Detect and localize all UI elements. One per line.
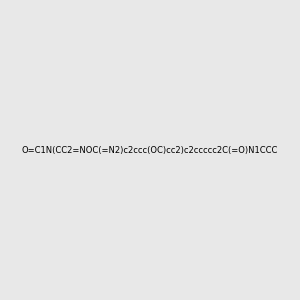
- Text: O=C1N(CC2=NOC(=N2)c2ccc(OC)cc2)c2ccccc2C(=O)N1CCC: O=C1N(CC2=NOC(=N2)c2ccc(OC)cc2)c2ccccc2C…: [22, 146, 278, 154]
